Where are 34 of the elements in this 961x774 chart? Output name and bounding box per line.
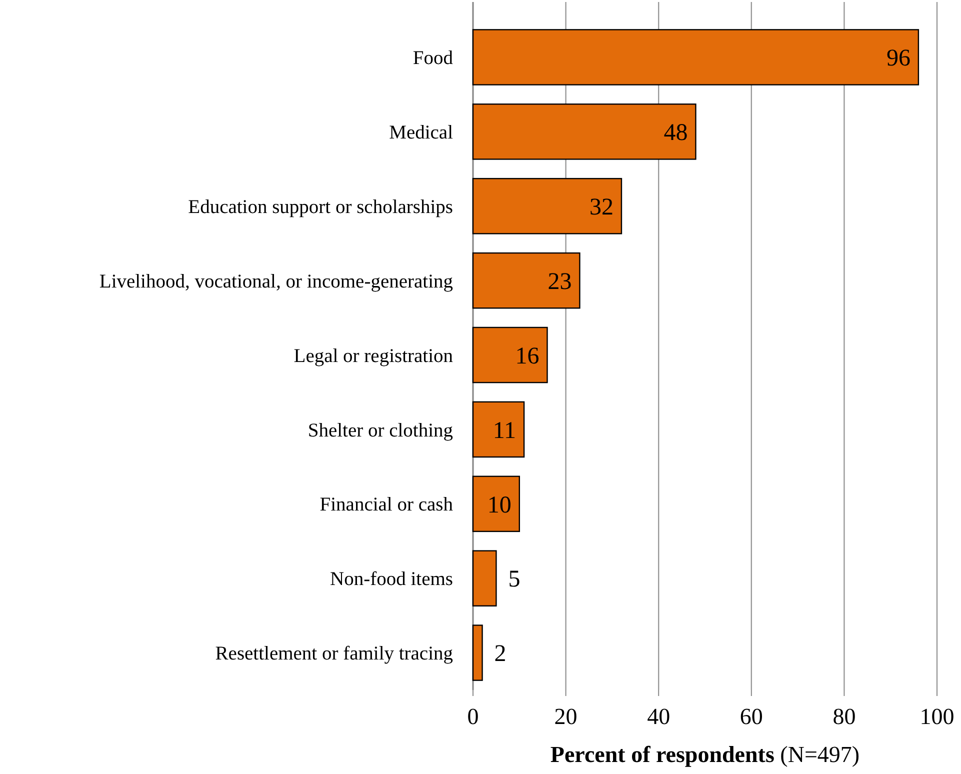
data-label: 32	[589, 194, 614, 221]
data-label: 10	[487, 492, 512, 518]
data-label: 16	[515, 343, 540, 370]
y-tick-label: Education support or scholarships	[188, 196, 453, 218]
x-tick-label: 20	[554, 704, 578, 729]
bar	[472, 401, 525, 458]
y-tick-label: Livelihood, vocational, or income-generating	[99, 271, 454, 292]
bar	[472, 252, 580, 309]
data-label: 23	[548, 268, 572, 295]
y-tick-label: Medical	[389, 122, 454, 144]
y-tick-label: Resettlement or family tracing	[215, 644, 454, 665]
y-tick-label: Food	[412, 48, 454, 70]
bar	[472, 29, 920, 86]
data-label: 11	[492, 418, 516, 444]
bar	[472, 104, 696, 160]
x-tick-label: 60	[740, 704, 763, 729]
y-tick-label: Shelter or clothing	[308, 420, 454, 442]
bar	[472, 624, 483, 681]
y-tick-label: Financial or cash	[320, 494, 454, 516]
x-tick-label: 80	[832, 704, 856, 729]
data-label: 48	[664, 120, 688, 146]
y-tick-label: Non-food items	[330, 569, 453, 590]
x-tick-label: 0	[467, 704, 479, 729]
x-tick-label: 100	[920, 704, 954, 729]
y-tick-label: Legal or registration	[294, 346, 454, 367]
data-label: 2	[494, 641, 506, 668]
x-tick-label: 40	[647, 704, 670, 729]
x-axis-title: Percent of respondents (N=497)	[550, 742, 860, 767]
data-label: 96	[886, 46, 910, 72]
bar	[472, 326, 548, 384]
bar	[472, 550, 497, 606]
bar	[472, 178, 622, 234]
data-label: 5	[508, 566, 520, 593]
bar	[472, 476, 520, 532]
